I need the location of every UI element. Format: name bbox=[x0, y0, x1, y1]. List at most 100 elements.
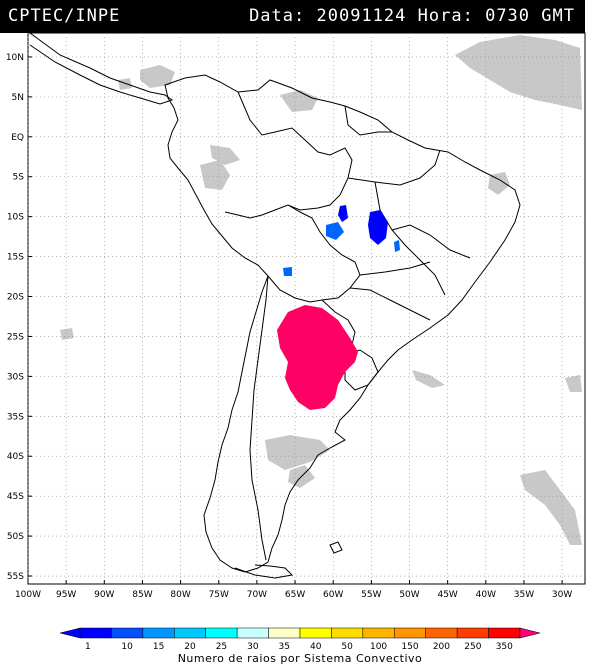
cloud-caribbean bbox=[140, 65, 175, 88]
latitude-labels: 10N 5N EQ 5S 10S 15S 20S 25S 30S 35S 40S 45S 50S 55S bbox=[6, 53, 32, 582]
legend-swatch bbox=[79, 627, 112, 639]
legend-label: 50 bbox=[341, 642, 353, 652]
lat-label: 55S bbox=[7, 572, 24, 582]
cloud-south-atlantic bbox=[520, 470, 582, 545]
lat-label: 45S bbox=[7, 492, 24, 502]
lon-label: 30W bbox=[552, 590, 572, 600]
legend-swatch bbox=[111, 627, 144, 639]
convective-system-mid-1 bbox=[326, 222, 344, 240]
source-label: CPTEC/INPE bbox=[8, 6, 121, 26]
lon-label: 65W bbox=[285, 590, 305, 600]
lat-label: 50S bbox=[7, 532, 24, 542]
lat-label: EQ bbox=[11, 133, 24, 143]
cloud-amazon-north bbox=[210, 145, 240, 165]
legend-label: 20 bbox=[184, 642, 196, 652]
coastlines-and-borders bbox=[29, 32, 521, 579]
cloud-atlantic-far bbox=[565, 375, 582, 392]
lon-label: 80W bbox=[170, 590, 190, 600]
graticule bbox=[27, 33, 585, 584]
lon-label: 55W bbox=[361, 590, 381, 600]
lat-label: 10S bbox=[7, 213, 24, 223]
tierra-del-fuego bbox=[234, 564, 294, 579]
date-value: 20091124 bbox=[316, 6, 407, 26]
lat-label: 5S bbox=[13, 173, 25, 183]
cloud-amazon-west bbox=[200, 160, 230, 190]
lon-label: 85W bbox=[132, 590, 152, 600]
lat-label: 20S bbox=[7, 293, 24, 303]
lon-label: 70W bbox=[247, 590, 267, 600]
lon-label: 50W bbox=[399, 590, 419, 600]
legend-swatch bbox=[456, 627, 489, 639]
legend-over-arrow bbox=[519, 627, 541, 639]
cloud-caribbean-2 bbox=[118, 78, 132, 90]
falklands bbox=[329, 541, 343, 554]
legend-label: 1 bbox=[85, 642, 91, 652]
central-america bbox=[29, 32, 174, 105]
legend-label: 30 bbox=[247, 642, 259, 652]
legend-swatch bbox=[236, 627, 269, 639]
lat-label: 10N bbox=[6, 53, 24, 63]
convective-system-large bbox=[277, 305, 358, 410]
legend-colorbar: 1 10 15 20 25 30 35 40 50 100 150 200 250 350 bbox=[59, 627, 541, 652]
legend-swatch bbox=[205, 627, 238, 639]
legend-swatch bbox=[268, 627, 301, 639]
lon-label: 95W bbox=[56, 590, 76, 600]
lon-label: 60W bbox=[323, 590, 343, 600]
legend-label: 150 bbox=[401, 642, 418, 652]
lat-label: 35S bbox=[7, 412, 24, 422]
lat-label: 40S bbox=[7, 452, 24, 462]
convective-system-blue-1 bbox=[368, 210, 388, 245]
legend-label: 10 bbox=[121, 642, 133, 652]
legend-label: 15 bbox=[153, 642, 164, 652]
south-america-outline bbox=[164, 74, 521, 573]
cloud-north-atlantic bbox=[455, 35, 582, 110]
longitude-labels: 100W 95W 90W 85W 80W 75W 70W 65W 60W 55W 50W 45W 40W… bbox=[15, 580, 572, 600]
cloud-northeast bbox=[488, 172, 510, 195]
lon-label: 75W bbox=[209, 590, 229, 600]
map-header: CPTEC/INPE Data: 20091124 Hora: 0730 GMT bbox=[0, 0, 585, 33]
lightning-systems bbox=[277, 205, 400, 410]
lon-label: 90W bbox=[94, 590, 114, 600]
legend-swatch bbox=[425, 627, 458, 639]
convective-system-mid-3 bbox=[394, 240, 400, 252]
lat-label: 25S bbox=[7, 332, 24, 342]
border-brazil-states bbox=[347, 149, 471, 321]
legend-label: 250 bbox=[464, 642, 481, 652]
lat-label: 5N bbox=[12, 93, 24, 103]
time-value: 0730 bbox=[485, 6, 531, 26]
cloud-atlantic-east bbox=[412, 370, 445, 388]
cloud-venezuela bbox=[280, 90, 318, 112]
legend-swatch bbox=[394, 627, 426, 639]
legend-swatch bbox=[299, 627, 332, 639]
datetime-info: Data: 20091124 Hora: 0730 GMT bbox=[249, 6, 575, 26]
cloud-cover bbox=[60, 35, 582, 545]
legend-label: 35 bbox=[279, 642, 290, 652]
lat-label: 30S bbox=[7, 372, 24, 382]
lon-label: 40W bbox=[476, 590, 496, 600]
legend-swatch bbox=[174, 627, 206, 639]
lat-label: 15S bbox=[7, 253, 24, 263]
timezone: GMT bbox=[541, 6, 575, 26]
legend-label: 350 bbox=[496, 642, 513, 652]
cloud-pacific bbox=[60, 328, 74, 340]
legend-swatch bbox=[488, 627, 521, 639]
border-argentina-chile bbox=[249, 275, 269, 561]
legend-label: 200 bbox=[433, 642, 450, 652]
legend-title: Numero de raios por Sistema Convectivo bbox=[177, 652, 423, 665]
lon-label: 100W bbox=[15, 590, 41, 600]
convective-system-mid-2 bbox=[283, 267, 292, 276]
data-label: Data: bbox=[249, 6, 306, 26]
legend-swatch bbox=[362, 627, 395, 639]
legend-swatch bbox=[331, 627, 364, 639]
legend-under-arrow bbox=[59, 627, 81, 639]
border-uruguay bbox=[344, 349, 379, 391]
cloud-patagonia bbox=[265, 435, 330, 470]
border-guianas bbox=[344, 105, 392, 136]
convective-system-blue-2 bbox=[338, 205, 348, 222]
legend-swatch bbox=[142, 627, 175, 639]
lon-label: 35W bbox=[514, 590, 534, 600]
legend-label: 40 bbox=[310, 642, 322, 652]
legend-label: 100 bbox=[370, 642, 387, 652]
hora-label: Hora: bbox=[417, 6, 474, 26]
